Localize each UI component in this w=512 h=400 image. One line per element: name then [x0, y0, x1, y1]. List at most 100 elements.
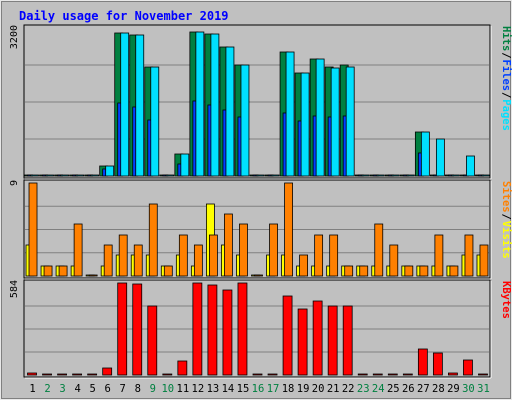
- day-label-24: 24: [372, 383, 385, 395]
- bar-requests-pages-day13: [210, 33, 220, 177]
- bar-kbytes-kbytes-day1: [27, 372, 37, 376]
- day-label-26: 26: [402, 383, 415, 395]
- bar-kbytes-kbytes-day20: [312, 300, 323, 376]
- day-label-19: 19: [297, 383, 310, 395]
- bar-kbytes-kbytes-day8: [132, 283, 143, 376]
- legend-kbytes: KBytes: [500, 281, 512, 319]
- bar-kbytes-kbytes-day6: [102, 367, 113, 376]
- day-label-8: 8: [135, 383, 141, 395]
- bar-requests-pages-day3: [60, 174, 69, 177]
- day-label-5: 5: [89, 383, 95, 395]
- bar-requests-pages-day29: [451, 174, 460, 177]
- day-label-28: 28: [432, 383, 445, 395]
- legend-item-kbytes-0: KBytes: [500, 281, 512, 319]
- bar-visits-sites-day30: [464, 234, 474, 277]
- bar-requests-pages-day28: [435, 138, 445, 177]
- bar-requests-pages-day8: [135, 34, 145, 177]
- bar-visits-sites-day28: [434, 234, 444, 277]
- day-label-12: 12: [192, 383, 205, 395]
- bar-kbytes-kbytes-day12: [192, 282, 203, 376]
- bar-requests-pages-day17: [270, 174, 280, 177]
- bar-visits-sites-day6: [103, 244, 113, 277]
- bar-kbytes-kbytes-day18: [282, 295, 293, 376]
- bar-kbytes-kbytes-day15: [237, 282, 248, 376]
- bar-kbytes-kbytes-day7: [117, 282, 128, 376]
- chart-title: Daily usage for November 2019: [19, 9, 229, 23]
- bar-requests-pages-day24: [375, 174, 385, 177]
- bar-requests-pages-day25: [390, 174, 400, 177]
- legend-visits: Sites/Visits: [500, 181, 512, 259]
- day-label-29: 29: [447, 383, 460, 395]
- day-label-13: 13: [207, 383, 220, 395]
- bar-kbytes-kbytes-day16: [252, 373, 263, 376]
- day-label-7: 7: [120, 383, 126, 395]
- bar-kbytes-kbytes-day11: [177, 360, 188, 376]
- bar-visits-sites-day12: [193, 244, 203, 277]
- bar-kbytes-kbytes-day10: [162, 373, 173, 376]
- bar-visits-sites-day20: [314, 234, 324, 277]
- bar-visits-sites-day24: [374, 223, 384, 277]
- bar-visits-sites-day15: [239, 223, 248, 277]
- bar-requests-pages-day1: [30, 174, 39, 177]
- bar-requests-pages-day21: [330, 67, 340, 177]
- bar-visits-sites-day29: [449, 265, 459, 277]
- day-label-1: 1: [29, 383, 35, 395]
- bar-visits-sites-day3: [58, 265, 68, 277]
- bar-kbytes-kbytes-day21: [327, 305, 338, 376]
- bar-requests-pages-day7: [120, 32, 130, 177]
- bar-kbytes-kbytes-day24: [372, 373, 383, 376]
- bar-visits-sites-day8: [133, 244, 143, 277]
- y-axis-max-label-kbytes: 584: [9, 280, 20, 298]
- bar-requests-pages-day27: [420, 131, 430, 177]
- bar-requests-pages-day14: [225, 46, 235, 177]
- bar-kbytes-kbytes-day26: [402, 373, 413, 376]
- bar-kbytes-kbytes-day30: [463, 359, 473, 376]
- bar-visits-sites-day21: [329, 234, 339, 277]
- bar-visits-sites-day18: [284, 182, 293, 277]
- bar-requests-pages-day23: [360, 174, 370, 177]
- bar-visits-sites-day2: [43, 265, 53, 277]
- bar-requests-pages-day10: [165, 174, 175, 177]
- bar-visits-sites-day26: [404, 265, 414, 277]
- day-label-21: 21: [327, 383, 340, 395]
- bar-kbytes-kbytes-day27: [417, 348, 428, 376]
- bar-kbytes-kbytes-day28: [432, 352, 443, 376]
- bar-visits-sites-day22: [344, 265, 354, 277]
- bar-visits-sites-day17: [269, 223, 278, 277]
- bar-requests-pages-day5: [90, 174, 100, 177]
- bar-visits-sites-day7: [118, 234, 128, 277]
- bar-kbytes-kbytes-day29: [448, 372, 458, 376]
- day-label-15: 15: [237, 383, 250, 395]
- day-label-3: 3: [59, 383, 65, 395]
- bar-requests-pages-day12: [195, 31, 205, 177]
- bar-visits-sites-day27: [419, 265, 429, 277]
- bar-kbytes-kbytes-day25: [387, 373, 398, 376]
- legend-item-visits-2: Visits: [500, 221, 512, 259]
- bar-visits-sites-day23: [359, 265, 369, 277]
- bar-visits-sites-day16: [254, 274, 263, 277]
- day-label-14: 14: [222, 383, 235, 395]
- legend-item-requests-2: Files: [500, 60, 512, 92]
- bar-visits-sites-day5: [88, 274, 98, 277]
- bar-visits-sites-day31: [479, 244, 489, 277]
- bar-kbytes-kbytes-day23: [357, 373, 368, 376]
- day-label-27: 27: [417, 383, 430, 395]
- legend-item-requests-4: Pages: [500, 99, 512, 131]
- legend-item-visits-1: /: [500, 214, 512, 220]
- y-axis-max-label-visits: 9: [9, 180, 20, 186]
- bar-requests-pages-day9: [150, 66, 160, 177]
- bar-visits-sites-day1: [28, 182, 38, 277]
- bar-kbytes-kbytes-day31: [478, 373, 488, 376]
- bar-visits-sites-day25: [389, 244, 399, 277]
- bar-requests-pages-day18: [285, 51, 295, 177]
- day-label-16: 16: [252, 383, 265, 395]
- legend-item-visits-0: Sites: [500, 181, 512, 213]
- bar-requests-pages-day6: [105, 165, 115, 177]
- bar-kbytes-kbytes-day2: [42, 373, 52, 376]
- day-label-30: 30: [462, 383, 475, 395]
- day-label-17: 17: [267, 383, 280, 395]
- y-axis-max-label-requests: 3200: [9, 25, 20, 49]
- bar-requests-pages-day19: [300, 72, 310, 177]
